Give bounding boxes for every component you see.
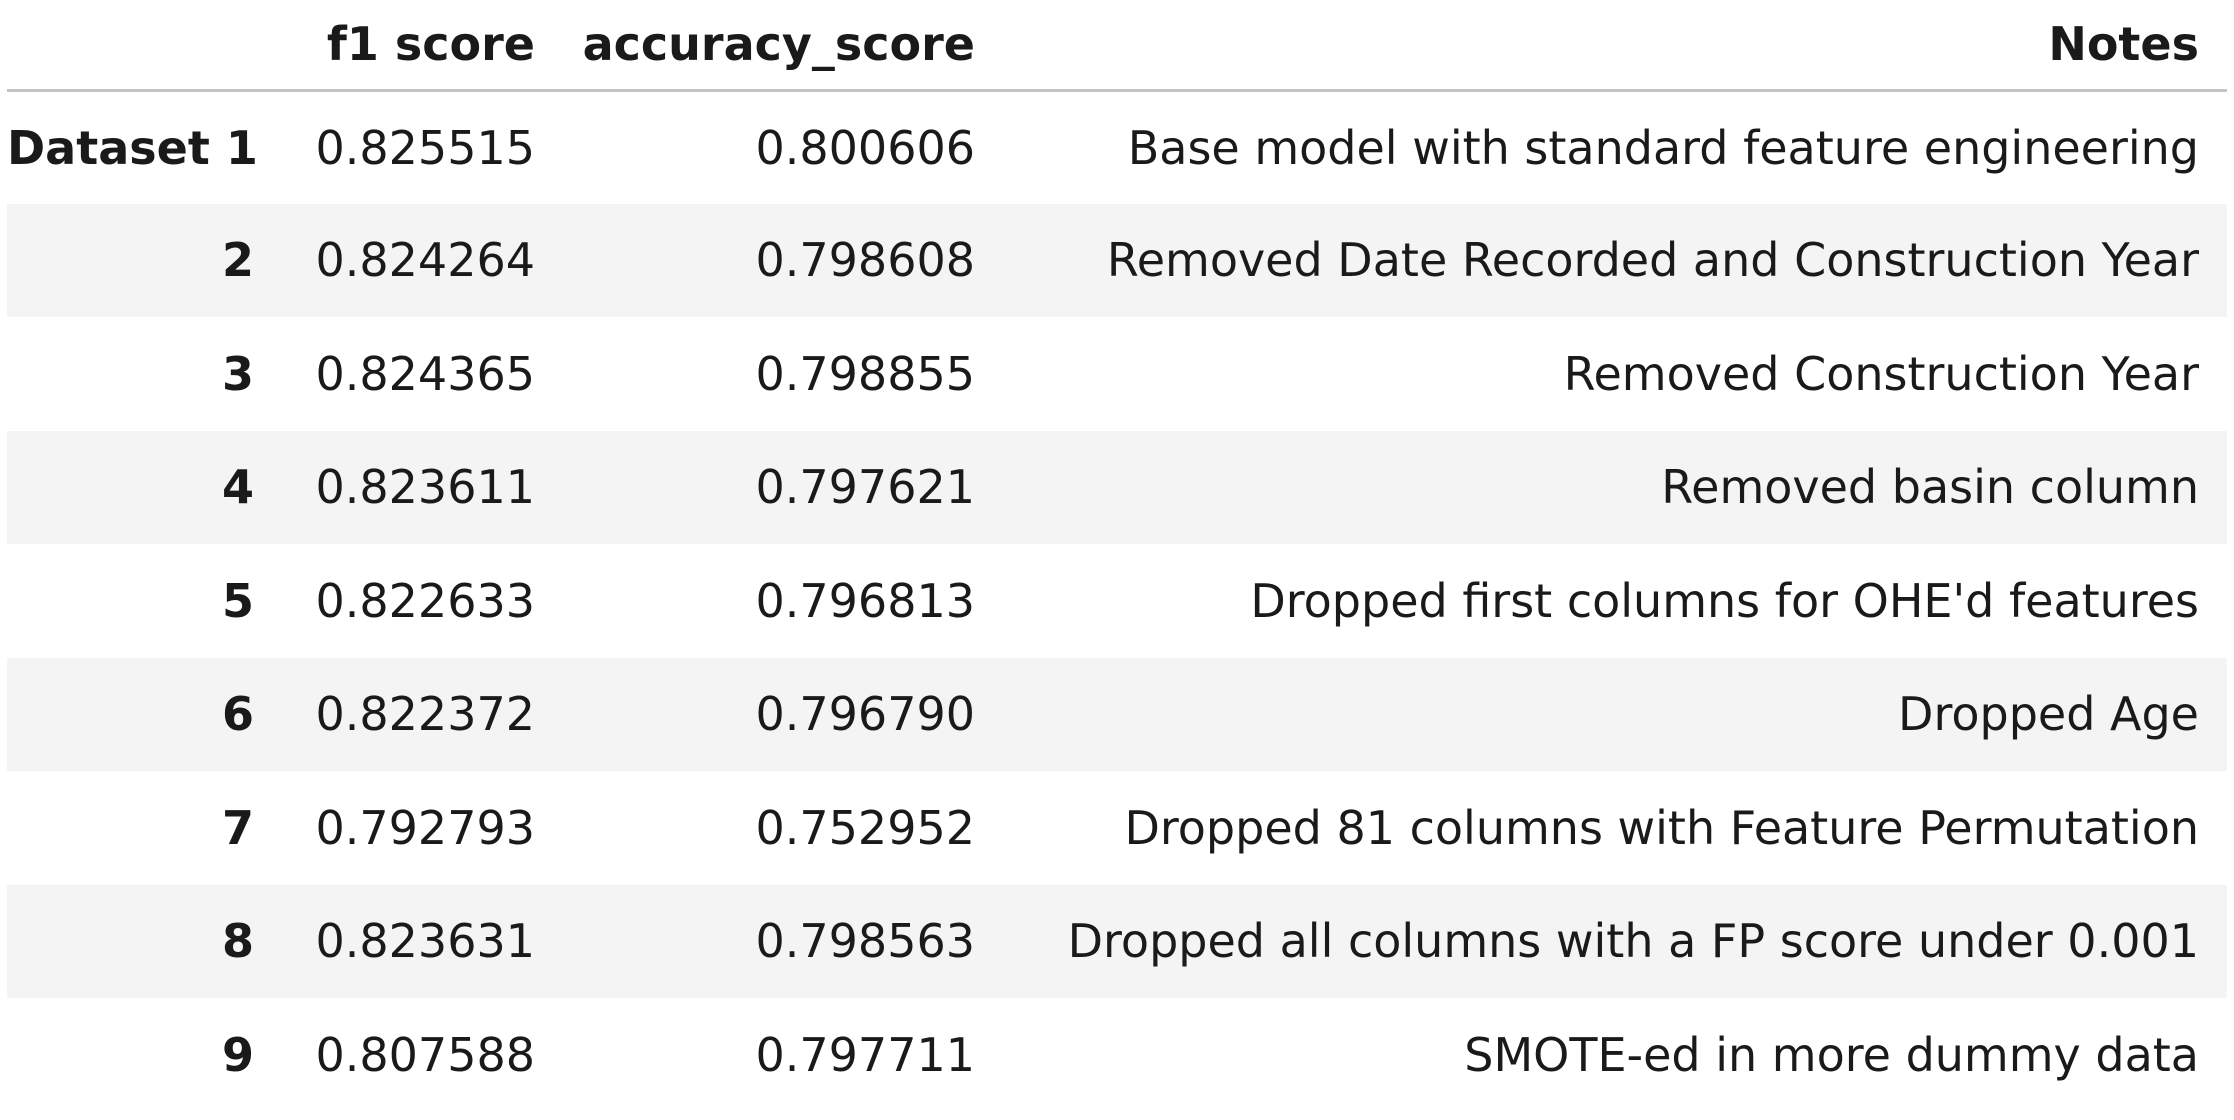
notes-cell: Dropped 81 columns with Feature Permutat… — [1124, 800, 2199, 855]
accuracy-score-cell: 0.752952 — [755, 800, 976, 855]
f1-score-cell: 0.822372 — [315, 687, 536, 742]
f1-score-cell: 0.824264 — [315, 233, 536, 288]
header-row: f1 score accuracy_score Notes — [7, 0, 2227, 92]
table-row: 9 0.807588 0.797711 SMOTE-ed in more dum… — [7, 998, 2227, 1112]
notes-header: Notes — [1003, 0, 2227, 92]
row-index: 5 — [221, 573, 254, 628]
table-body: Dataset 1 0.825515 0.800606 Base model w… — [7, 90, 2227, 1112]
row-index: 2 — [221, 233, 254, 288]
f1-score-cell: 0.825515 — [315, 120, 536, 175]
table-header: f1 score accuracy_score Notes — [7, 0, 2227, 92]
index-header — [7, 0, 282, 92]
notes-cell: Dropped all columns with a FP score unde… — [1067, 914, 2199, 969]
table-row: 2 0.824264 0.798608 Removed Date Recorde… — [7, 203, 2227, 317]
results-table: f1 score accuracy_score Notes Dataset 1 … — [7, 0, 2227, 1112]
row-index: 6 — [221, 687, 254, 742]
f1-score-header: f1 score — [282, 0, 563, 92]
accuracy-score-cell: 0.798855 — [755, 346, 976, 401]
accuracy-score-cell: 0.797711 — [755, 1027, 976, 1082]
table-row: 3 0.824365 0.798855 Removed Construction… — [7, 317, 2227, 431]
table-row: 5 0.822633 0.796813 Dropped first column… — [7, 544, 2227, 658]
accuracy-score-header: accuracy_score — [563, 0, 1003, 92]
f1-score-cell: 0.824365 — [315, 346, 536, 401]
accuracy-score-cell: 0.796790 — [755, 687, 976, 742]
table-row: 4 0.823611 0.797621 Removed basin column — [7, 430, 2227, 544]
accuracy-score-cell: 0.800606 — [755, 120, 976, 175]
table-row: Dataset 1 0.825515 0.800606 Base model w… — [7, 90, 2227, 204]
accuracy-score-cell: 0.798563 — [755, 914, 976, 969]
notes-cell: Removed Construction Year — [1563, 346, 2199, 401]
notes-cell: Removed basin column — [1661, 460, 2199, 515]
notes-cell: Dropped Age — [1898, 687, 2199, 742]
f1-score-cell: 0.823611 — [315, 460, 536, 515]
f1-score-cell: 0.792793 — [315, 800, 536, 855]
table-row: 7 0.792793 0.752952 Dropped 81 columns w… — [7, 771, 2227, 885]
notes-cell: Dropped first columns for OHE'd features — [1250, 573, 2199, 628]
accuracy-score-cell: 0.797621 — [755, 460, 976, 515]
row-index: 3 — [221, 346, 254, 401]
row-index: Dataset 1 — [7, 120, 258, 175]
row-index: 8 — [221, 914, 254, 969]
table-row: 6 0.822372 0.796790 Dropped Age — [7, 657, 2227, 771]
row-index: 7 — [221, 800, 254, 855]
f1-score-cell: 0.807588 — [315, 1027, 536, 1082]
row-index: 9 — [221, 1027, 254, 1082]
notes-cell: SMOTE-ed in more dummy data — [1464, 1027, 2199, 1082]
row-index: 4 — [221, 460, 254, 515]
accuracy-score-cell: 0.798608 — [755, 233, 976, 288]
notes-cell: Removed Date Recorded and Construction Y… — [1106, 233, 2199, 288]
f1-score-cell: 0.823631 — [315, 914, 536, 969]
notes-cell: Base model with standard feature enginee… — [1127, 120, 2199, 175]
table-row: 8 0.823631 0.798563 Dropped all columns … — [7, 884, 2227, 998]
accuracy-score-cell: 0.796813 — [755, 573, 976, 628]
f1-score-cell: 0.822633 — [315, 573, 536, 628]
